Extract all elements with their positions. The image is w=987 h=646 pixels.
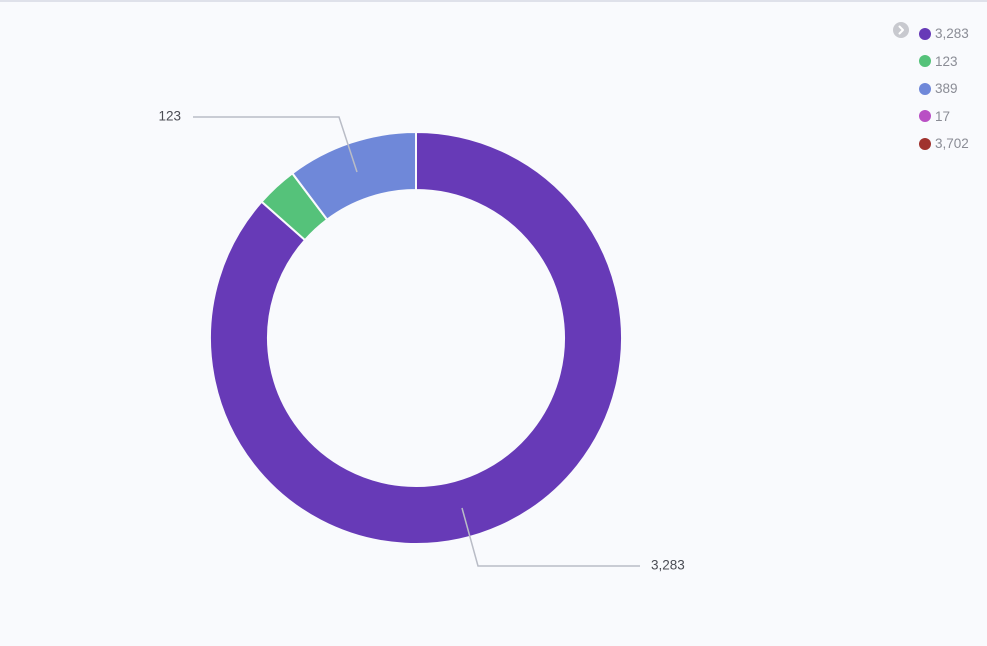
donut-slice-0[interactable] — [209, 130, 623, 545]
callout-label-0: 3,283 — [651, 558, 685, 573]
legend-swatch — [919, 110, 931, 123]
legend-list: 3,283 123 389 17 3,702 — [919, 20, 969, 158]
callout-group: 3,283 123 — [158, 109, 684, 573]
legend-label: 389 — [935, 81, 958, 97]
top-border — [0, 0, 987, 2]
callout-label-1: 123 — [158, 109, 181, 124]
legend-label: 3,702 — [935, 136, 969, 152]
donut-slice-2[interactable] — [290, 130, 417, 222]
legend-label: 3,283 — [935, 26, 969, 42]
legend-item-3[interactable]: 17 — [919, 103, 969, 131]
legend-label: 123 — [935, 53, 958, 69]
chevron-right-icon[interactable] — [893, 22, 909, 38]
legend-swatch — [919, 82, 931, 95]
legend-item-0[interactable]: 3,283 — [919, 20, 969, 48]
legend-item-4[interactable]: 3,702 — [919, 130, 969, 158]
legend-item-2[interactable]: 389 — [919, 75, 969, 103]
legend-swatch — [919, 137, 931, 150]
legend-swatch — [919, 55, 931, 68]
legend-swatch — [919, 27, 931, 40]
legend-item-1[interactable]: 123 — [919, 48, 969, 76]
legend-label: 17 — [935, 108, 951, 124]
callout-line-0 — [461, 507, 640, 567]
callout-line-1 — [193, 116, 358, 173]
slice-group — [209, 130, 623, 545]
